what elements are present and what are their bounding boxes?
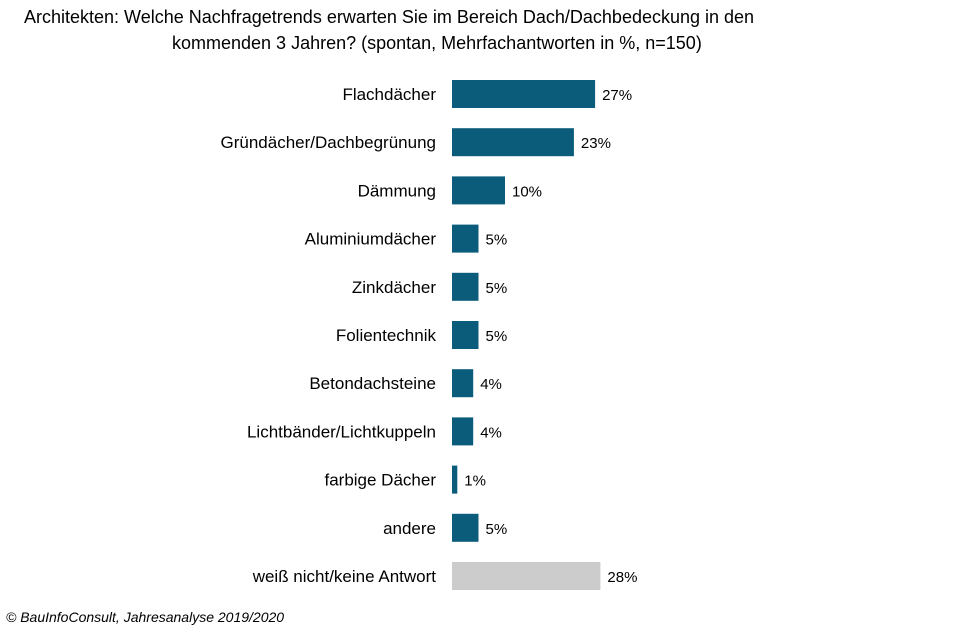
value-label: 4% — [480, 424, 502, 441]
value-label: 28% — [607, 569, 637, 586]
category-label: Gründächer/Dachbegrünung — [221, 133, 436, 152]
bar — [452, 80, 596, 108]
bar — [452, 417, 474, 446]
copyright-footer: © BauInfoConsult, Jahresanalyse 2019/202… — [6, 609, 285, 625]
category-label: Dämmung — [358, 181, 436, 200]
category-label: Betondachsteine — [309, 374, 436, 393]
bar — [452, 562, 601, 590]
value-label: 27% — [602, 87, 632, 104]
value-label: 5% — [486, 328, 508, 345]
value-label: 23% — [581, 135, 611, 152]
value-label: 1% — [464, 473, 486, 490]
value-label: 4% — [480, 376, 502, 393]
bar — [452, 224, 479, 253]
bar — [452, 176, 505, 205]
category-label: weiß nicht/keine Antwort — [252, 567, 437, 586]
category-label: Flachdächer — [342, 85, 436, 104]
bar — [452, 465, 458, 494]
value-label: 5% — [486, 521, 508, 538]
chart-title-line-1: Architekten: Welche Nachfragetrends erwa… — [24, 7, 755, 27]
bar — [452, 272, 479, 301]
bar — [452, 128, 574, 157]
category-label: farbige Dächer — [324, 471, 436, 490]
bar — [452, 513, 479, 542]
category-label: Zinkdächer — [352, 278, 436, 297]
value-label: 10% — [512, 183, 542, 200]
category-label: Folientechnik — [336, 326, 437, 345]
chart-title-line-2: kommenden 3 Jahren? (spontan, Mehrfachan… — [172, 33, 702, 53]
category-label: andere — [383, 519, 436, 538]
bar — [452, 321, 479, 349]
category-label: Lichtbänder/Lichtkuppeln — [247, 422, 436, 441]
value-label: 5% — [486, 232, 508, 249]
category-label: Aluminiumdächer — [305, 230, 437, 249]
bar — [452, 369, 474, 398]
value-label: 5% — [486, 280, 508, 297]
